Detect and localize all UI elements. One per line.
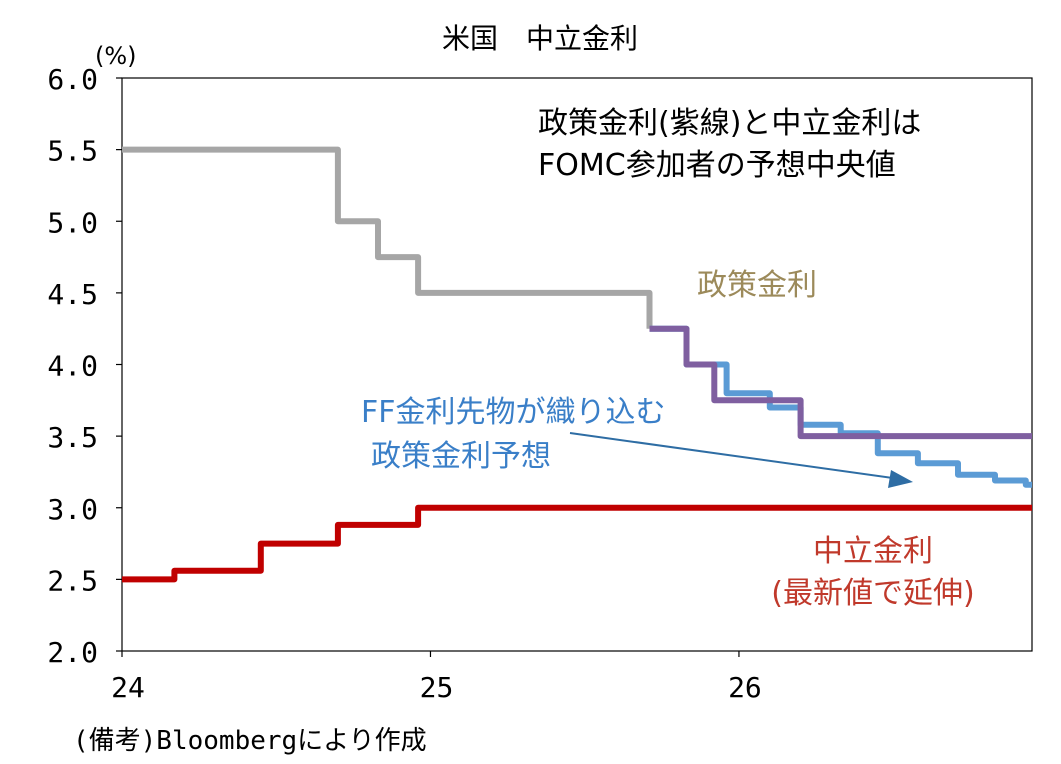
annotation-box-line1: 政策金利(紫線)と中立金利は [538, 106, 921, 141]
chart-title: 米国 中立金利 [442, 22, 638, 55]
y-tick-label: 2.0 [47, 636, 98, 669]
x-tick-label: 24 [111, 671, 145, 704]
y-tick-label: 5.5 [47, 135, 98, 168]
neutral-rate-label-line1: 中立金利 [813, 534, 933, 569]
y-axis: 6.0 5.5 5.0 4.5 4.0 3.5 3.0 2.5 2.0 [47, 63, 122, 669]
futures-label-line1: FF金利先物が織り込む [361, 395, 666, 430]
policy-rate-label: 政策金利 [697, 268, 817, 303]
annotation-box-line2: FOMC参加者の予想中央値 [538, 148, 896, 183]
futures-label-line2: 政策金利予想 [371, 439, 551, 474]
series-line-futures [649, 325, 1032, 488]
x-tick-label: 25 [420, 671, 454, 704]
y-tick-label: 4.5 [47, 278, 98, 311]
y-tick-label: 4.0 [47, 350, 98, 383]
x-tick-label: 26 [728, 671, 762, 704]
series-line-policy-actual [122, 146, 653, 329]
x-axis: 24 25 26 [111, 651, 762, 704]
plot-area: 6.0 5.5 5.0 4.5 4.0 3.5 3.0 2.5 2.0 24 25 26 [47, 63, 1033, 704]
series-lines [122, 146, 1032, 583]
y-tick-label: 3.0 [47, 493, 98, 526]
source-note: (備考)Bloombergにより作成 [73, 726, 427, 756]
series-line-policy-fomc [649, 325, 1032, 440]
y-axis-unit: (%) [95, 42, 137, 70]
neutral-rate-label-line2: (最新値で延伸) [771, 576, 974, 611]
y-tick-label: 3.5 [47, 421, 98, 454]
y-tick-label: 5.0 [47, 206, 98, 239]
futures-arrow-head [888, 470, 913, 488]
futures-arrow [569, 432, 901, 480]
series-line-neutral [122, 504, 1032, 583]
y-tick-label: 6.0 [47, 63, 98, 96]
y-tick-label: 2.5 [47, 564, 98, 597]
